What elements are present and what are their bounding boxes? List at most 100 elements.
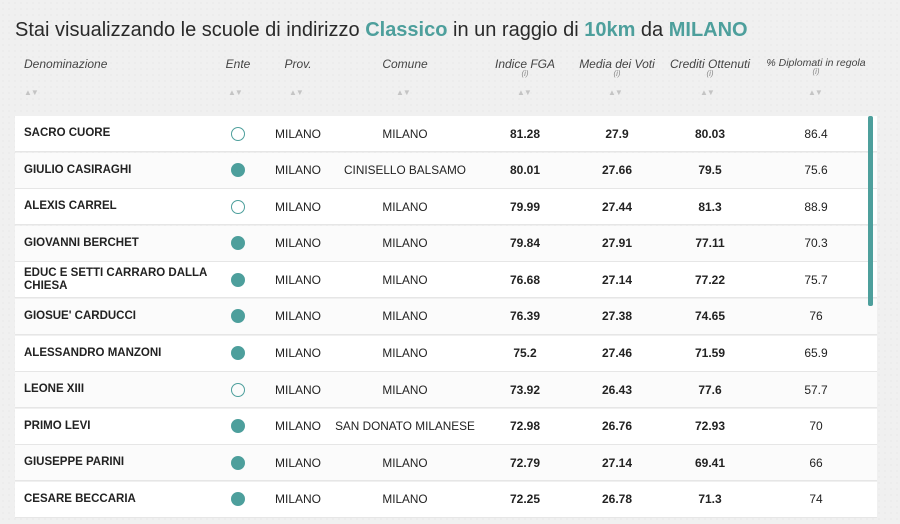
cell-ente bbox=[220, 445, 256, 480]
header-ente-label: Ente bbox=[225, 57, 251, 71]
table-row[interactable]: SACRO CUORE MILANO MILANO 81.28 27.9 80.… bbox=[15, 116, 877, 152]
cell-diplomati: 66 bbox=[809, 455, 823, 470]
info-crediti-icon[interactable]: (i) bbox=[706, 69, 714, 78]
cell-diplomati: 70.3 bbox=[804, 236, 828, 251]
title-da: da bbox=[635, 19, 669, 41]
sort-ente-icon[interactable]: ▲▼ bbox=[228, 88, 243, 97]
header-comune-label: Comune bbox=[382, 57, 428, 71]
cell-voti: 27.66 bbox=[601, 163, 633, 178]
header-prov[interactable]: Prov. bbox=[264, 57, 332, 71]
sort-denominazione-icon[interactable]: ▲▼ bbox=[24, 88, 39, 97]
cell-name[interactable]: GIOVANNI BERCHET bbox=[24, 236, 139, 249]
cell-name[interactable]: CESARE BECCARIA bbox=[24, 492, 136, 505]
cell-name[interactable]: EDUC E SETTI CARRARO DALLA CHIESA bbox=[24, 266, 207, 292]
ente-hollow-circle-icon bbox=[231, 382, 245, 397]
table-row[interactable]: GIOVANNI BERCHET MILANO MILANO 79.84 27.… bbox=[15, 225, 877, 262]
cell-ente bbox=[220, 299, 256, 334]
header-crediti-label: Crediti Ottenuti bbox=[669, 57, 751, 71]
cell-name[interactable]: GIOSUE' CARDUCCI bbox=[24, 309, 136, 322]
cell-fga: 79.84 bbox=[509, 236, 541, 251]
cell-diplomati: 76 bbox=[809, 309, 823, 324]
cell-prov: MILANO bbox=[274, 309, 321, 324]
cell-crediti: 74.65 bbox=[694, 309, 726, 324]
cell-voti: 26.76 bbox=[601, 419, 633, 434]
cell-prov: MILANO bbox=[274, 163, 321, 178]
title-raggio[interactable]: 10km bbox=[584, 19, 636, 41]
schools-table: SACRO CUORE MILANO MILANO 81.28 27.9 80.… bbox=[15, 116, 877, 519]
ente-hollow-circle-icon bbox=[231, 199, 245, 214]
cell-prov: MILANO bbox=[274, 126, 321, 141]
cell-name[interactable]: ALESSANDRO MANZONI bbox=[24, 346, 162, 359]
cell-prov: MILANO bbox=[274, 346, 321, 361]
table-row[interactable]: GIULIO CASIRAGHI MILANO CINISELLO BALSAM… bbox=[15, 152, 877, 189]
header-voti[interactable]: Media dei Voti (i) bbox=[579, 57, 655, 78]
cell-name[interactable]: GIULIO CASIRAGHI bbox=[24, 163, 132, 176]
table-row[interactable]: GIOSUE' CARDUCCI MILANO MILANO 76.39 27.… bbox=[15, 298, 877, 335]
info-fga-icon[interactable]: (i) bbox=[521, 69, 529, 78]
cell-ente bbox=[220, 226, 256, 261]
table-row[interactable]: LEONE XIII MILANO MILANO 73.92 26.43 77.… bbox=[15, 372, 877, 409]
cell-crediti: 71.59 bbox=[694, 346, 726, 361]
title-citta[interactable]: MILANO bbox=[668, 19, 748, 41]
table-row[interactable]: ALESSANDRO MANZONI MILANO MILANO 75.2 27… bbox=[15, 335, 877, 372]
cell-diplomati: 65.9 bbox=[804, 346, 828, 361]
cell-comune: MILANO bbox=[382, 236, 428, 251]
sort-crediti-icon[interactable]: ▲▼ bbox=[700, 88, 715, 97]
cell-comune: MILANO bbox=[382, 382, 428, 397]
sort-comune-icon[interactable]: ▲▼ bbox=[396, 88, 411, 97]
cell-prov: MILANO bbox=[274, 492, 321, 507]
ente-filled-circle-icon bbox=[231, 272, 245, 287]
header-diplomati-label: % Diplomati in regola bbox=[766, 57, 866, 69]
cell-name[interactable]: LEONE XIII bbox=[24, 383, 85, 396]
sort-prov-icon[interactable]: ▲▼ bbox=[289, 88, 304, 97]
sort-diplomati-icon[interactable]: ▲▼ bbox=[808, 88, 823, 97]
cell-ente bbox=[220, 116, 256, 151]
table-row[interactable]: ALEXIS CARREL MILANO MILANO 79.99 27.44 … bbox=[15, 189, 877, 226]
cell-voti: 26.43 bbox=[601, 382, 633, 397]
info-voti-icon[interactable]: (i) bbox=[613, 69, 621, 78]
title-prefix: Stai visualizzando le scuole di indirizz… bbox=[15, 19, 366, 41]
cell-prov: MILANO bbox=[274, 272, 321, 287]
cell-comune: MILANO bbox=[382, 455, 428, 470]
header-denominazione[interactable]: Denominazione bbox=[24, 57, 107, 71]
cell-comune: MILANO bbox=[382, 492, 428, 507]
cell-fga: 73.92 bbox=[509, 382, 541, 397]
cell-voti: 26.78 bbox=[601, 492, 633, 507]
header-fga-label: Indice FGA bbox=[494, 57, 556, 71]
cell-ente bbox=[220, 336, 256, 371]
header-prov-label: Prov. bbox=[284, 57, 312, 71]
cell-fga: 76.68 bbox=[509, 272, 541, 287]
table-row[interactable]: CESARE BECCARIA MILANO MILANO 72.25 26.7… bbox=[15, 481, 877, 518]
header-denominazione-label: Denominazione bbox=[24, 57, 108, 71]
header-comune[interactable]: Comune bbox=[335, 57, 475, 71]
cell-crediti: 77.11 bbox=[695, 236, 725, 251]
title-indirizzo[interactable]: Classico bbox=[365, 19, 448, 41]
table-row[interactable]: PRIMO LEVI MILANO SAN DONATO MILANESE 72… bbox=[15, 408, 877, 445]
header-fga[interactable]: Indice FGA (i) bbox=[494, 57, 556, 78]
info-diplomati-icon[interactable]: (i) bbox=[812, 67, 820, 76]
cell-ente bbox=[220, 262, 256, 297]
title-mid: in un raggio di bbox=[447, 19, 585, 41]
cell-ente bbox=[220, 372, 256, 407]
cell-diplomati: 86.4 bbox=[804, 126, 828, 141]
ente-filled-circle-icon bbox=[231, 419, 245, 434]
cell-crediti: 72.93 bbox=[694, 419, 726, 434]
cell-name[interactable]: GIUSEPPE PARINI bbox=[24, 456, 125, 469]
cell-ente bbox=[220, 153, 256, 188]
ente-filled-circle-icon bbox=[231, 236, 245, 251]
cell-name[interactable]: ALEXIS CARREL bbox=[24, 200, 117, 213]
sort-voti-icon[interactable]: ▲▼ bbox=[608, 88, 623, 97]
sort-fga-icon[interactable]: ▲▼ bbox=[517, 88, 532, 97]
header-voti-label: Media dei Voti bbox=[579, 57, 655, 71]
cell-fga: 76.39 bbox=[509, 309, 541, 324]
table-row[interactable]: GIUSEPPE PARINI MILANO MILANO 72.79 27.1… bbox=[15, 445, 877, 482]
table-scrollbar[interactable] bbox=[868, 116, 873, 306]
cell-name[interactable]: SACRO CUORE bbox=[24, 127, 111, 139]
cell-voti: 27.14 bbox=[601, 272, 633, 287]
ente-filled-circle-icon bbox=[231, 309, 245, 324]
table-row[interactable]: EDUC E SETTI CARRARO DALLA CHIESA MILANO… bbox=[15, 262, 877, 299]
header-ente[interactable]: Ente bbox=[220, 57, 256, 71]
header-crediti[interactable]: Crediti Ottenuti (i) bbox=[667, 57, 753, 78]
header-diplomati[interactable]: % Diplomati in regola (i) bbox=[760, 57, 872, 76]
cell-name[interactable]: PRIMO LEVI bbox=[24, 419, 91, 432]
